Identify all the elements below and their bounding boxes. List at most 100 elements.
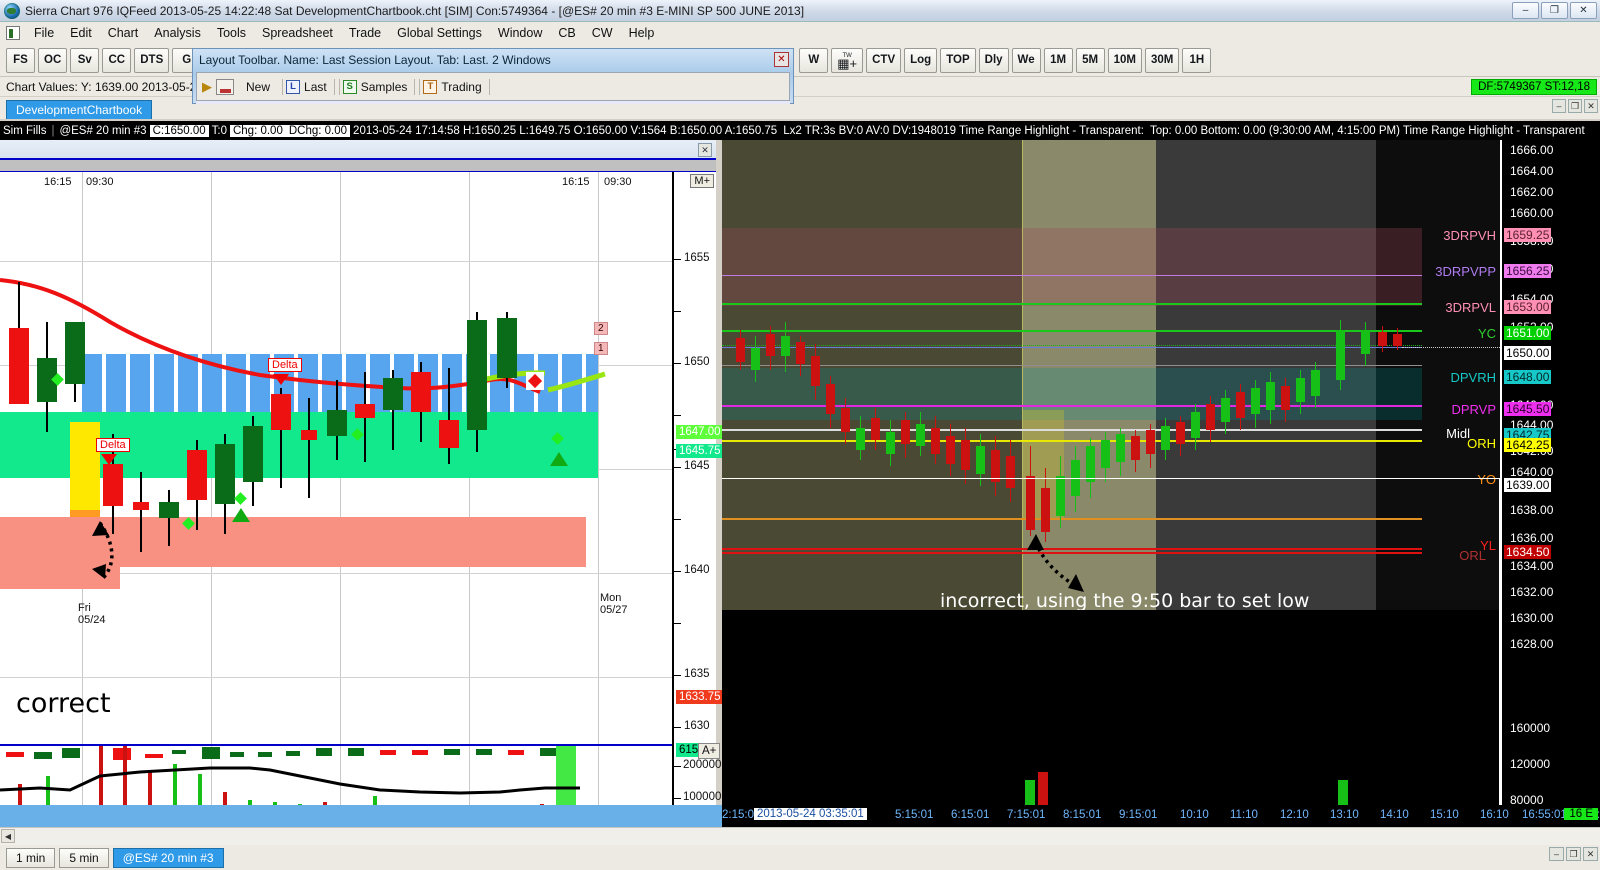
bottom-scroll-left-arrow[interactable]: ◀ bbox=[1, 829, 15, 843]
right-volume-tick-160000: 160000 bbox=[1510, 721, 1551, 735]
left-chart-up-signal-1 bbox=[232, 508, 250, 522]
info-chg: Chg: 0.00 bbox=[229, 124, 286, 137]
right-chart-price-axis[interactable]: 1666.00 1664.00 1662.00 1660.00 1658.00 … bbox=[1500, 140, 1600, 843]
bottom-close-button[interactable]: ✕ bbox=[1583, 847, 1598, 861]
bottom-maximize-button[interactable]: ❐ bbox=[1566, 847, 1581, 861]
toolbar-button-10m[interactable]: 10M bbox=[1107, 47, 1142, 73]
right-line-dpvrh bbox=[722, 365, 1422, 366]
bottom-horizontal-scrollbar[interactable]: ◀ bbox=[0, 827, 1600, 845]
menu-analysis[interactable]: Analysis bbox=[154, 26, 201, 40]
toolbar-button-sv[interactable]: Sv bbox=[70, 47, 100, 73]
toolbar-button-we[interactable]: We bbox=[1011, 47, 1041, 73]
close-button[interactable]: ✕ bbox=[1570, 2, 1597, 19]
menu-cw[interactable]: CW bbox=[591, 26, 613, 40]
left-chart-plot-area[interactable]: 16:15 09:30 16:15 09:30 bbox=[0, 172, 672, 744]
right-time-label-8: 12:10 bbox=[1280, 809, 1309, 821]
right-chart-annotation-arrow bbox=[1027, 534, 1084, 592]
left-chart-mplus-button[interactable]: M+ bbox=[690, 174, 714, 188]
toolbar-button-30m[interactable]: 30M bbox=[1144, 47, 1180, 73]
bottom-tab-1min[interactable]: 1 min bbox=[6, 847, 56, 868]
info-dchg: DChg: 0.00 bbox=[285, 124, 351, 137]
toolbar-button-cc[interactable]: CC bbox=[102, 47, 132, 73]
menu-spreadsheet[interactable]: Spreadsheet bbox=[262, 26, 333, 40]
info-study-1: Lx2 TR:3s BV:0 AV:0 DV:1948019 Time Rang… bbox=[783, 124, 1144, 137]
right-line-yl bbox=[722, 548, 1422, 550]
left-chart-annotation-correct: correct bbox=[16, 688, 111, 719]
chartbook-maximize-button[interactable]: ❐ bbox=[1568, 99, 1582, 113]
save-layout-icon[interactable] bbox=[216, 78, 234, 95]
grid-plus-icon[interactable]: TW ▦+ bbox=[831, 47, 864, 73]
window-controls: – ❐ ✕ bbox=[1512, 2, 1597, 19]
left-price-badge-1633-75: 1633.75 bbox=[676, 690, 724, 704]
left-chart-salmon-band bbox=[0, 517, 586, 567]
chartbook-close-button[interactable]: ✕ bbox=[1584, 99, 1598, 113]
right-level-badge-dpvrh: 1648.00 bbox=[1504, 370, 1552, 384]
menu-global-settings[interactable]: Global Settings bbox=[397, 26, 482, 40]
window-titlebar: Sierra Chart 976 IQFeed 2013-05-25 14:22… bbox=[0, 0, 1600, 22]
left-chart-close-button[interactable]: ✕ bbox=[698, 143, 712, 157]
chartbook-tab[interactable]: DevelopmentChartbook bbox=[6, 100, 153, 119]
right-line-orh bbox=[722, 440, 1422, 442]
right-time-label-5: 9:15:01 bbox=[1119, 809, 1158, 821]
layout-tab-trading[interactable]: T Trading bbox=[419, 78, 490, 95]
play-icon[interactable]: ▶ bbox=[202, 78, 212, 94]
toolbar-button-dly[interactable]: Dly bbox=[978, 47, 1009, 73]
menu-tools[interactable]: Tools bbox=[216, 26, 247, 40]
chartbook-minimize-button[interactable]: – bbox=[1552, 99, 1566, 113]
left-chart-window[interactable]: ✕ 16:15 09:30 16:15 09:30 bbox=[0, 140, 724, 870]
toolbar-button-fs[interactable]: FS bbox=[6, 47, 35, 73]
menu-file[interactable]: File bbox=[34, 26, 55, 40]
menu-help[interactable]: Help bbox=[628, 26, 655, 40]
layout-tab-last[interactable]: L Last bbox=[282, 78, 335, 95]
left-chart-price-axis[interactable]: M+ 1655 1650 1645 1640 1635 1630 1647.00… bbox=[672, 172, 724, 744]
layout-tab-samples[interactable]: S Samples bbox=[338, 78, 416, 95]
toolbar-button-top[interactable]: TOP bbox=[940, 47, 976, 73]
menu-bar: File Edit Chart Analysis Tools Spreadshe… bbox=[0, 22, 1600, 44]
bottom-minimize-button[interactable]: – bbox=[1549, 847, 1564, 861]
menu-trade[interactable]: Trade bbox=[348, 26, 382, 40]
toolbar-button-log[interactable]: Log bbox=[904, 47, 938, 73]
left-price-badge-1647: 1647.00 bbox=[676, 425, 724, 439]
menu-edit[interactable]: Edit bbox=[70, 26, 92, 40]
maximize-button[interactable]: ❐ bbox=[1541, 2, 1568, 19]
left-chart-annotation-arrow bbox=[92, 521, 114, 579]
layout-toolbar-close-button[interactable]: ✕ bbox=[774, 52, 789, 67]
minimize-button[interactable]: – bbox=[1512, 2, 1539, 19]
layout-tab-trading-key: T bbox=[423, 79, 438, 94]
right-line-dprvp bbox=[722, 405, 1422, 407]
right-level-name-3drpvpp: 3DRPVPP bbox=[1435, 264, 1496, 279]
bottom-tab-5min[interactable]: 5 min bbox=[59, 847, 109, 868]
right-level-badge-3drpvh: 1659.25 bbox=[1504, 228, 1552, 242]
right-line-1650 bbox=[722, 347, 1422, 348]
info-ohlc: 2013-05-24 17:14:58 H:1650.25 L:1649.75 … bbox=[353, 124, 778, 137]
toolbar-button-5m[interactable]: 5M bbox=[1075, 47, 1105, 73]
chart-values-text: Chart Values: Y: 1639.00 2013-05-24 bbox=[6, 79, 204, 94]
toolbar-button-oc[interactable]: OC bbox=[38, 47, 68, 73]
toolbar-button-1m[interactable]: 1M bbox=[1043, 47, 1073, 73]
layout-tab-samples-label: Samples bbox=[360, 79, 408, 94]
bottom-tab-es-20min[interactable]: @ES# 20 min #3 bbox=[112, 847, 224, 868]
right-chart-session-shade-a bbox=[722, 140, 1022, 610]
toolbar-button-1h[interactable]: 1H bbox=[1182, 47, 1212, 73]
toolbar-button-w[interactable]: W bbox=[799, 47, 829, 73]
right-time-label-6: 10:10 bbox=[1180, 809, 1209, 821]
menu-window[interactable]: Window bbox=[497, 26, 543, 40]
menu-chart[interactable]: Chart bbox=[107, 26, 139, 40]
left-chart-date-mon-l2: 05/27 bbox=[600, 604, 628, 616]
right-chart-time-axis[interactable]: 2:15:0 2013-05-24 03:35:01 5:15:01 6:15:… bbox=[722, 805, 1600, 827]
right-level-badge-1650: 1650.00 bbox=[1504, 346, 1552, 360]
toolbar-button-ctv[interactable]: CTV bbox=[866, 47, 902, 73]
right-time-label-9: 13:10 bbox=[1330, 809, 1359, 821]
layout-toolbar-window[interactable]: Layout Toolbar. Name: Last Session Layou… bbox=[192, 48, 794, 104]
toolbar-button-dts[interactable]: DTS bbox=[134, 47, 170, 73]
layout-new-button[interactable]: New bbox=[246, 79, 271, 94]
right-chart-window[interactable]: incorrect, using the 9:50 bar to set low bbox=[722, 140, 1600, 870]
menu-cb[interactable]: CB bbox=[558, 26, 576, 40]
app-globe-icon bbox=[4, 2, 20, 19]
right-level-name-3drpvl: 3DRPVL bbox=[1445, 300, 1496, 315]
data-feed-status-badge: DF:5749367 ST:12,18 bbox=[1471, 79, 1597, 95]
right-time-label-4: 8:15:01 bbox=[1063, 809, 1102, 821]
right-price-tick-1630: 1630.00 bbox=[1510, 611, 1554, 625]
right-line-dotted-green bbox=[722, 345, 1422, 346]
right-price-tick-1664: 1664.00 bbox=[1510, 164, 1554, 178]
